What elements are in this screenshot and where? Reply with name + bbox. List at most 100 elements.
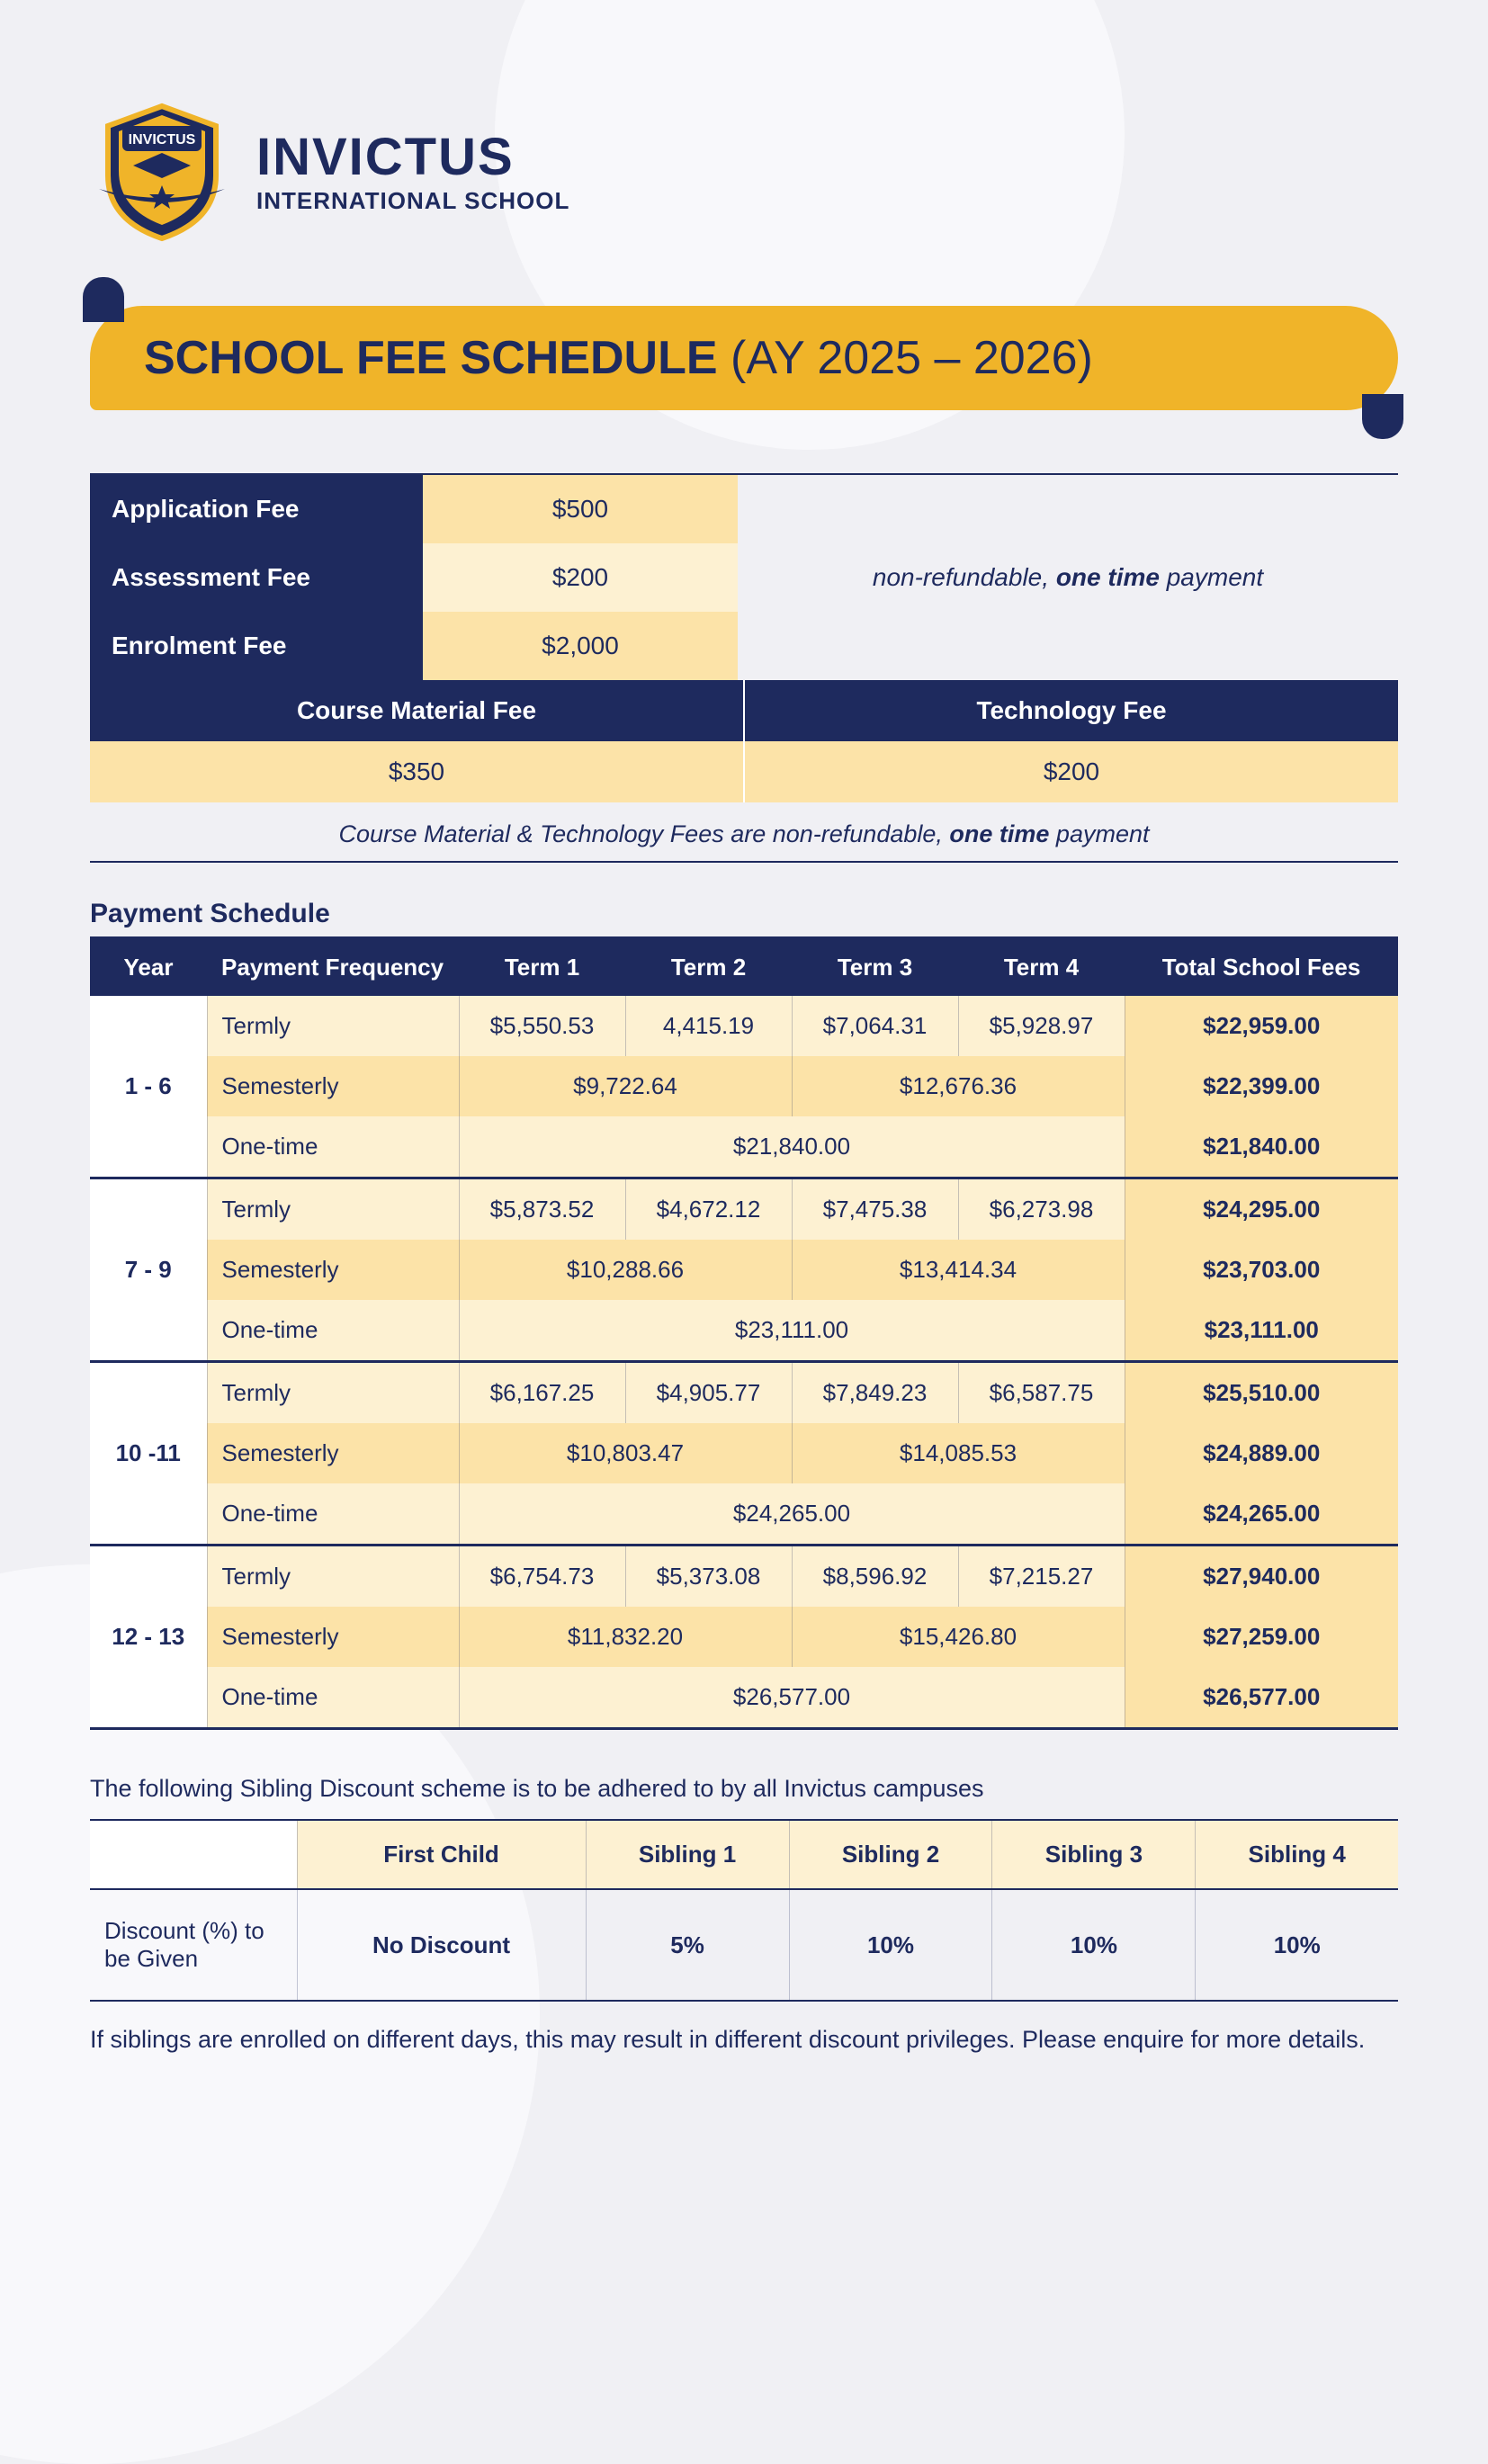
table-cell: 4,415.19 <box>625 996 792 1056</box>
table-cell: 10% <box>992 1889 1196 2001</box>
fee-value: $2,000 <box>423 612 738 680</box>
brand-shield-icon: INVICTUS <box>90 99 234 243</box>
table-cell: $5,928.97 <box>958 996 1125 1056</box>
table-cell: $26,577.00 <box>459 1667 1125 1729</box>
page-title-bar: SCHOOL FEE SCHEDULE (AY 2025 – 2026) <box>90 306 1398 410</box>
year-cell: 10 -11 <box>90 1362 207 1546</box>
payment-schedule-table: Year Payment Frequency Term 1 Term 2 Ter… <box>90 936 1398 1730</box>
admission-fees-block: Application Fee Assessment Fee Enrolment… <box>90 473 1398 680</box>
fee-value: $200 <box>423 543 738 612</box>
table-header: Term 1 <box>459 938 625 997</box>
brand-header: INVICTUS INVICTUS INTERNATIONAL SCHOOL <box>90 99 1398 243</box>
freq-cell: Termly <box>207 1546 459 1608</box>
year-cell: 7 - 9 <box>90 1178 207 1362</box>
table-cell: $13,414.34 <box>792 1240 1125 1300</box>
total-cell: $27,259.00 <box>1125 1607 1398 1667</box>
sibling-footer: If siblings are enrolled on different da… <box>90 2023 1398 2056</box>
material-fee-headers: Course Material Fee Technology Fee <box>90 680 1398 741</box>
table-cell: 10% <box>789 1889 992 2001</box>
table-cell: $15,426.80 <box>792 1607 1125 1667</box>
freq-cell: Semesterly <box>207 1423 459 1483</box>
sibling-discount-table: First Child Sibling 1 Sibling 2 Sibling … <box>90 1819 1398 2002</box>
table-cell: $23,111.00 <box>459 1300 1125 1362</box>
total-cell: $27,940.00 <box>1125 1546 1398 1608</box>
table-cell: $9,722.64 <box>459 1056 792 1116</box>
fee-value: $500 <box>423 475 738 543</box>
table-header: Term 3 <box>792 938 958 997</box>
freq-cell: Termly <box>207 1178 459 1241</box>
brand-name: INVICTUS <box>256 127 569 187</box>
table-header-blank <box>90 1820 297 1889</box>
table-header: Sibling 1 <box>586 1820 789 1889</box>
total-cell: $24,295.00 <box>1125 1178 1398 1241</box>
total-cell: $23,111.00 <box>1125 1300 1398 1362</box>
table-header: First Child <box>297 1820 586 1889</box>
freq-cell: Semesterly <box>207 1240 459 1300</box>
table-cell: No Discount <box>297 1889 586 2001</box>
total-cell: $24,265.00 <box>1125 1483 1398 1546</box>
table-cell: 5% <box>586 1889 789 2001</box>
payment-schedule-heading: Payment Schedule <box>90 899 1398 929</box>
freq-cell: One-time <box>207 1667 459 1729</box>
table-cell: $12,676.36 <box>792 1056 1125 1116</box>
brand-subtitle: INTERNATIONAL SCHOOL <box>256 187 569 215</box>
table-cell: $24,265.00 <box>459 1483 1125 1546</box>
table-cell: $6,587.75 <box>958 1362 1125 1424</box>
table-cell: $8,596.92 <box>792 1546 958 1608</box>
shield-text: INVICTUS <box>129 132 196 148</box>
table-header: Sibling 2 <box>789 1820 992 1889</box>
freq-cell: Termly <box>207 1362 459 1424</box>
year-cell: 1 - 6 <box>90 996 207 1178</box>
fee-label: Assessment Fee <box>90 543 423 612</box>
table-cell: $5,550.53 <box>459 996 625 1056</box>
freq-cell: Semesterly <box>207 1607 459 1667</box>
freq-cell: Semesterly <box>207 1056 459 1116</box>
table-cell: $4,672.12 <box>625 1178 792 1241</box>
table-cell: 10% <box>1196 1889 1398 2001</box>
total-cell: $24,889.00 <box>1125 1423 1398 1483</box>
total-cell: $25,510.00 <box>1125 1362 1398 1424</box>
freq-cell: One-time <box>207 1300 459 1362</box>
table-cell: $7,849.23 <box>792 1362 958 1424</box>
table-cell: $200 <box>743 741 1398 802</box>
table-header: Year <box>90 938 207 997</box>
fee-label: Enrolment Fee <box>90 612 423 680</box>
total-cell: $22,959.00 <box>1125 996 1398 1056</box>
table-cell: $6,754.73 <box>459 1546 625 1608</box>
table-cell: $5,873.52 <box>459 1178 625 1241</box>
table-header: Payment Frequency <box>207 938 459 997</box>
table-header: Sibling 4 <box>1196 1820 1398 1889</box>
table-cell: $7,475.38 <box>792 1178 958 1241</box>
fee-note: non-refundable, one time payment <box>738 475 1398 680</box>
table-header: Total School Fees <box>1125 938 1398 997</box>
table-cell: $21,840.00 <box>459 1116 1125 1178</box>
page-title: SCHOOL FEE SCHEDULE <box>144 332 718 384</box>
table-row-label: Discount (%) to be Given <box>90 1889 297 2001</box>
table-header: Sibling 3 <box>992 1820 1196 1889</box>
table-cell: $10,803.47 <box>459 1423 792 1483</box>
table-header: Term 4 <box>958 938 1125 997</box>
total-cell: $23,703.00 <box>1125 1240 1398 1300</box>
table-cell: $6,167.25 <box>459 1362 625 1424</box>
year-cell: 12 - 13 <box>90 1546 207 1729</box>
title-tab-right-icon <box>1362 394 1403 439</box>
total-cell: $26,577.00 <box>1125 1667 1398 1729</box>
total-cell: $21,840.00 <box>1125 1116 1398 1178</box>
table-cell: $6,273.98 <box>958 1178 1125 1241</box>
table-header: Course Material Fee <box>90 680 743 741</box>
table-cell: $5,373.08 <box>625 1546 792 1608</box>
table-header: Term 2 <box>625 938 792 997</box>
table-cell: $7,064.31 <box>792 996 958 1056</box>
freq-cell: Termly <box>207 996 459 1056</box>
table-cell: $7,215.27 <box>958 1546 1125 1608</box>
table-cell: $10,288.66 <box>459 1240 792 1300</box>
fee-label: Application Fee <box>90 475 423 543</box>
material-fee-note: Course Material & Technology Fees are no… <box>90 802 1398 863</box>
material-fee-values: $350 $200 <box>90 741 1398 802</box>
freq-cell: One-time <box>207 1483 459 1546</box>
table-header: Technology Fee <box>743 680 1398 741</box>
page-title-suffix: (AY 2025 – 2026) <box>731 332 1093 384</box>
table-cell: $4,905.77 <box>625 1362 792 1424</box>
freq-cell: One-time <box>207 1116 459 1178</box>
sibling-intro: The following Sibling Discount scheme is… <box>90 1775 1398 1803</box>
